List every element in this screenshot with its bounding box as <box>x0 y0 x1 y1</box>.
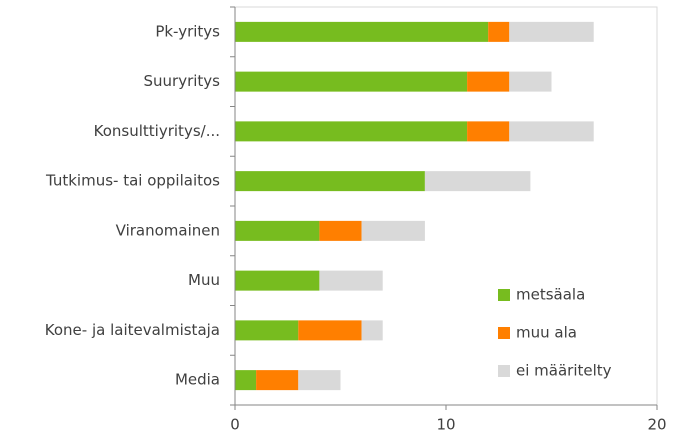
bar-segment <box>467 121 510 142</box>
plot-frame <box>234 6 658 406</box>
x-tick-label: 20 <box>647 416 666 434</box>
y-tick-label: Kone- ja laitevalmistaja <box>45 321 220 339</box>
bar-segment <box>298 320 362 341</box>
bar-segment <box>298 370 341 391</box>
y-tick-label: Media <box>175 371 220 389</box>
bar-segment <box>235 71 468 92</box>
bar-segment <box>509 71 552 92</box>
bar-segment <box>235 320 299 341</box>
bar-segment <box>235 171 425 192</box>
bar-segment <box>235 21 489 42</box>
legend-label: metsäala <box>516 286 585 304</box>
legend-swatch <box>498 365 510 377</box>
y-tick-label: Pk-yritys <box>155 22 220 40</box>
x-tick-label: 0 <box>230 416 240 434</box>
bar-segment <box>235 370 257 391</box>
bar-segment <box>319 220 362 241</box>
bar-segment <box>467 71 510 92</box>
legend-label: muu ala <box>516 324 577 342</box>
y-tick-label: Konsulttiyritys/... <box>94 122 220 140</box>
bar-segment <box>235 121 468 142</box>
bar-segment <box>361 220 425 241</box>
legend-label: ei määritelty <box>516 362 612 380</box>
legend-swatch <box>498 327 510 339</box>
y-tick-label: Tutkimus- tai oppilaitos <box>45 172 220 190</box>
bar-segment <box>424 171 531 192</box>
bar-segment <box>361 320 383 341</box>
bar-segment <box>256 370 299 391</box>
x-tick-label: 10 <box>436 416 455 434</box>
bar-segment <box>235 220 320 241</box>
y-tick-label: Viranomainen <box>116 221 220 239</box>
legend-swatch <box>498 289 510 301</box>
bar-segment <box>319 270 383 291</box>
bar-segment <box>509 121 594 142</box>
y-tick-label: Muu <box>188 271 220 289</box>
bar-segment <box>235 270 320 291</box>
y-tick-label: Suuryritys <box>144 72 221 90</box>
bar-segment <box>509 21 594 42</box>
bar-segment <box>488 21 510 42</box>
